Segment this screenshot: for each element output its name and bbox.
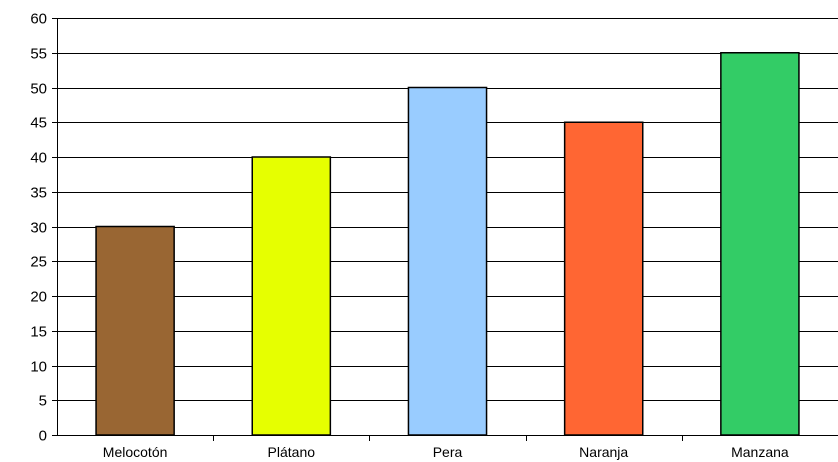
y-tick-label: 5: [39, 393, 47, 410]
y-tick-label: 25: [30, 254, 47, 271]
x-category-label: Manzana: [731, 444, 789, 460]
y-tick-label: 0: [39, 428, 47, 445]
y-tick-label: 30: [30, 220, 47, 237]
x-category-label: Melocotón: [103, 444, 168, 460]
x-category-label: Pera: [433, 444, 463, 460]
bars: [95, 52, 800, 436]
y-tick-label: 55: [30, 46, 47, 63]
bar-1: [95, 225, 175, 436]
bar-5: [720, 52, 800, 436]
y-tick-label: 15: [30, 324, 47, 341]
x-category-label: Naranja: [579, 444, 628, 460]
y-tick-label: 35: [30, 185, 47, 202]
y-tick-label: 40: [30, 150, 47, 167]
y-tick-label: 50: [30, 81, 47, 98]
y-tick-label: 20: [30, 289, 47, 306]
bar-4: [563, 121, 644, 436]
bar-3: [407, 86, 488, 436]
x-axis-ticks: Melocotón Plátano Pera Naranja Manzana: [103, 435, 789, 460]
y-tick-label: 60: [30, 11, 47, 28]
y-tick-label: 10: [30, 359, 47, 376]
y-axis-ticks: 0 5 10 15 20 25 30 35 40 45 50 55 60: [30, 11, 57, 445]
x-category-label: Plátano: [268, 444, 316, 460]
y-tick-label: 45: [30, 115, 47, 132]
bar-2: [251, 156, 332, 436]
